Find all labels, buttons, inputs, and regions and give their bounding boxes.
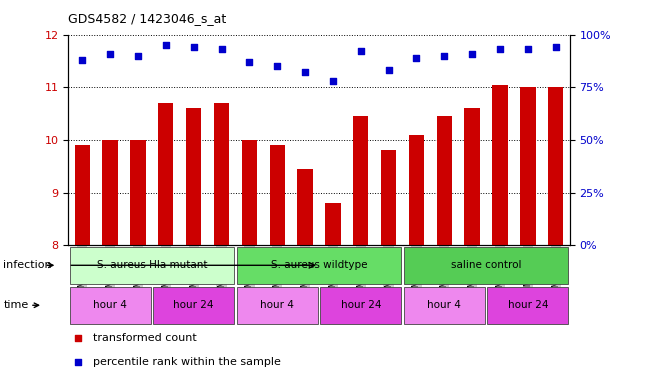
Bar — [548, 87, 563, 245]
Bar — [326, 203, 340, 245]
Text: transformed count: transformed count — [94, 333, 197, 343]
Point — [383, 67, 394, 73]
Point — [551, 44, 561, 50]
Bar — [492, 84, 508, 245]
Bar — [75, 145, 90, 245]
Point — [467, 50, 477, 56]
FancyBboxPatch shape — [404, 287, 485, 324]
Point — [105, 50, 115, 56]
Text: GDS4582 / 1423046_s_at: GDS4582 / 1423046_s_at — [68, 12, 227, 25]
Point — [495, 46, 505, 52]
Text: hour 4: hour 4 — [260, 300, 294, 310]
Bar — [520, 87, 536, 245]
Text: percentile rank within the sample: percentile rank within the sample — [94, 357, 281, 367]
Bar — [130, 140, 146, 245]
Text: hour 4: hour 4 — [427, 300, 462, 310]
Bar — [242, 140, 257, 245]
Point — [405, 251, 415, 257]
Bar — [158, 103, 173, 245]
Text: hour 24: hour 24 — [340, 300, 381, 310]
Text: hour 4: hour 4 — [93, 300, 127, 310]
Point — [405, 36, 415, 43]
Point — [439, 53, 449, 59]
Bar — [353, 116, 368, 245]
Point — [189, 44, 199, 50]
FancyBboxPatch shape — [153, 287, 234, 324]
Text: hour 24: hour 24 — [508, 300, 548, 310]
FancyBboxPatch shape — [237, 287, 318, 324]
Text: S. aureus wildtype: S. aureus wildtype — [271, 260, 367, 270]
Point — [77, 57, 87, 63]
Point — [272, 63, 283, 69]
Bar — [409, 135, 424, 245]
Bar — [186, 108, 201, 245]
Bar — [270, 145, 285, 245]
Point — [244, 59, 255, 65]
Point — [327, 78, 338, 84]
Point — [411, 55, 422, 61]
Point — [355, 48, 366, 55]
Point — [216, 46, 227, 52]
Bar — [381, 151, 396, 245]
Bar — [102, 140, 118, 245]
FancyBboxPatch shape — [404, 247, 568, 284]
Point — [161, 42, 171, 48]
Text: S. aureus Hla mutant: S. aureus Hla mutant — [96, 260, 207, 270]
FancyBboxPatch shape — [320, 287, 401, 324]
Bar — [437, 116, 452, 245]
Point — [133, 53, 143, 59]
Point — [523, 46, 533, 52]
Bar — [214, 103, 229, 245]
Text: time: time — [3, 300, 29, 310]
Bar — [465, 108, 480, 245]
FancyBboxPatch shape — [488, 287, 568, 324]
Text: infection: infection — [3, 260, 52, 270]
Text: hour 24: hour 24 — [173, 300, 214, 310]
Point — [300, 70, 311, 76]
Text: saline control: saline control — [451, 260, 521, 270]
Bar — [298, 169, 312, 245]
FancyBboxPatch shape — [70, 247, 234, 284]
FancyBboxPatch shape — [70, 287, 150, 324]
FancyBboxPatch shape — [237, 247, 401, 284]
